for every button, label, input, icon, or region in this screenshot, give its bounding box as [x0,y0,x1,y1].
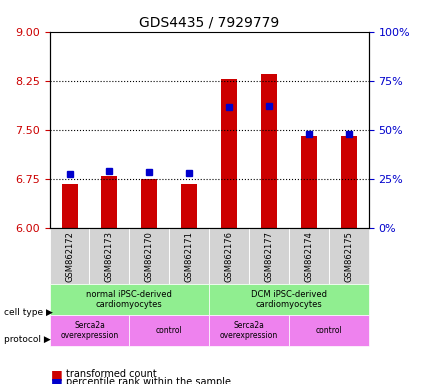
Text: cell type ▶: cell type ▶ [4,308,53,318]
Text: GSM862171: GSM862171 [185,231,194,281]
Text: ■: ■ [51,368,63,381]
FancyBboxPatch shape [50,315,129,346]
Bar [341,136,357,228]
FancyBboxPatch shape [169,228,209,284]
FancyBboxPatch shape [50,228,90,284]
Text: GSM862175: GSM862175 [344,231,353,281]
Bar [102,175,117,228]
FancyBboxPatch shape [50,284,209,315]
Text: GSM862170: GSM862170 [145,231,154,281]
FancyBboxPatch shape [289,315,368,346]
Text: percentile rank within the sample: percentile rank within the sample [66,377,231,384]
Text: normal iPSC-derived
cardiomyocytes: normal iPSC-derived cardiomyocytes [86,290,172,310]
FancyBboxPatch shape [249,228,289,284]
Text: Serca2a
overexpression: Serca2a overexpression [60,321,119,340]
Text: DCM iPSC-derived
cardiomyocytes: DCM iPSC-derived cardiomyocytes [251,290,327,310]
FancyBboxPatch shape [90,228,129,284]
FancyBboxPatch shape [209,315,289,346]
Text: control: control [156,326,183,335]
Bar [261,74,277,228]
Bar [142,179,157,228]
FancyBboxPatch shape [209,228,249,284]
Text: control: control [315,326,342,335]
Bar [62,184,77,228]
Bar [181,184,197,228]
Text: GSM862174: GSM862174 [304,231,313,281]
Text: protocol ▶: protocol ▶ [4,335,51,344]
Bar [221,79,237,228]
Text: GSM862177: GSM862177 [264,231,273,281]
Text: GSM862176: GSM862176 [224,231,234,281]
FancyBboxPatch shape [129,315,209,346]
Text: Serca2a
overexpression: Serca2a overexpression [220,321,278,340]
FancyBboxPatch shape [329,228,368,284]
Text: GSM862173: GSM862173 [105,231,114,281]
FancyBboxPatch shape [129,228,169,284]
Title: GDS4435 / 7929779: GDS4435 / 7929779 [139,15,279,29]
Text: transformed count: transformed count [66,369,157,379]
FancyBboxPatch shape [289,228,329,284]
Bar [301,136,317,228]
FancyBboxPatch shape [209,284,368,315]
Text: ■: ■ [51,376,63,384]
Text: GSM862172: GSM862172 [65,231,74,281]
